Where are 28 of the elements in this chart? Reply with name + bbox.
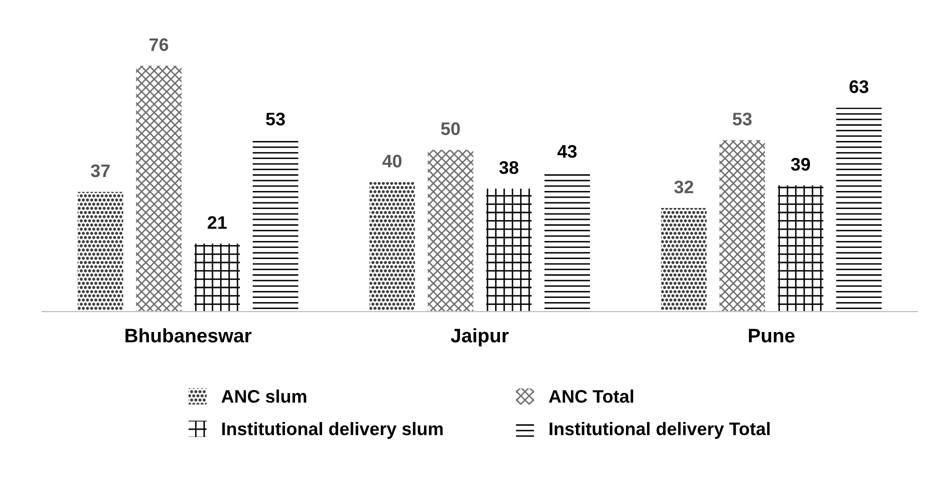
- bar: [78, 192, 124, 312]
- data-label: 53: [266, 112, 285, 126]
- data-label: 21: [208, 216, 227, 229]
- x-tick-label: Pune: [748, 328, 795, 342]
- data-label: 53: [732, 112, 752, 126]
- bar: [661, 208, 707, 312]
- bar: [369, 182, 415, 312]
- data-label: 37: [90, 164, 110, 178]
- legend-label: ANC Total: [548, 390, 634, 403]
- data-label: 38: [499, 161, 518, 174]
- x-tick-label: Bhubaneswar: [126, 328, 252, 342]
- bar: [778, 185, 824, 312]
- legend-label: ANC slum: [221, 390, 306, 403]
- legend-label: Institutional delivery slum: [222, 422, 443, 439]
- data-label: 39: [790, 158, 810, 171]
- x-tick-label: Jaipur: [450, 328, 509, 346]
- bar: [719, 140, 765, 312]
- data-label: 63: [850, 80, 868, 94]
- bar: [428, 150, 474, 312]
- legend-label: Institutional delivery Total: [550, 422, 770, 439]
- data-label: 40: [382, 154, 402, 168]
- data-label: 76: [150, 38, 168, 52]
- bar: [486, 188, 532, 312]
- data-label: 32: [674, 180, 694, 194]
- data-label: 50: [441, 122, 460, 136]
- bar: [194, 244, 240, 312]
- bar: [136, 66, 182, 312]
- data-label: 43: [557, 144, 577, 158]
